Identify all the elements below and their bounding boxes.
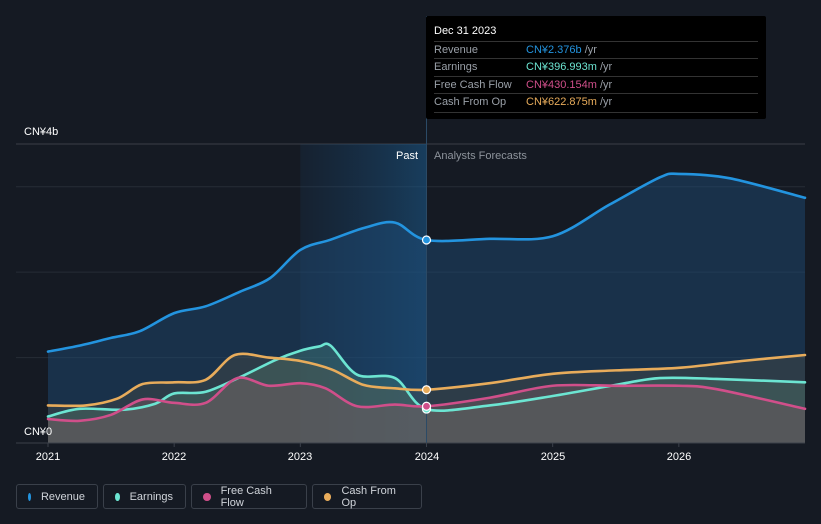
past-region-band (300, 144, 427, 443)
legend-label: Cash From Op (341, 484, 396, 509)
free-cash-flow-line (46, 376, 807, 423)
revenue-line (46, 172, 807, 353)
tooltip-label: Revenue (434, 44, 479, 56)
x-tick-label: 2026 (666, 451, 692, 463)
x-tick-label: 2022 (161, 451, 187, 463)
legend-item-free-cash-flow[interactable]: Free Cash Flow (191, 484, 307, 509)
tooltip-value: CN¥622.875m (526, 96, 597, 108)
tooltip-row-earnings: Earnings CN¥396.993m /yr (434, 58, 758, 76)
legend-label: Earnings (129, 490, 173, 503)
x-tick-label: 2023 (287, 451, 313, 463)
tooltip-row-free-cash-flow: Free Cash Flow CN¥430.154m /yr (434, 76, 758, 94)
x-tick-label: 2024 (414, 451, 440, 463)
cash-from-op-marker (421, 385, 432, 395)
tooltip-label: Cash From Op (434, 96, 507, 108)
earnings-area (48, 343, 805, 443)
legend: Revenue Earnings Free Cash Flow Cash Fro… (16, 484, 422, 509)
tooltip-unit: /yr (596, 61, 613, 73)
y-tick-label-zero: CN¥0 (24, 426, 53, 438)
tooltip-label: Earnings (434, 61, 478, 73)
x-tick-label: 2021 (35, 451, 61, 463)
tooltip-value: CN¥396.993m (526, 61, 597, 73)
tooltip-date: Dec 31 2023 (434, 25, 497, 37)
x-tick-label: 2025 (540, 451, 566, 463)
revenue-dot-icon (28, 492, 31, 501)
past-label: Past (395, 150, 418, 162)
legend-item-earnings[interactable]: Earnings (103, 484, 186, 509)
tooltip-unit: /yr (596, 79, 613, 91)
tooltip-divider (434, 112, 758, 113)
revenue-marker (421, 235, 432, 245)
tooltip-unit: /yr (581, 44, 597, 56)
free-cash-flow-marker (421, 401, 432, 411)
tooltip-value: CN¥2.376b (526, 44, 582, 56)
legend-item-cash-from-op[interactable]: Cash From Op (312, 484, 422, 509)
free-cash-flow-dot-icon (203, 492, 211, 501)
legend-item-revenue[interactable]: Revenue (16, 484, 98, 509)
tooltip: Dec 31 2023 Revenue CN¥2.376b /yr Earnin… (426, 16, 766, 119)
cash-from-op-line (46, 352, 807, 408)
tooltip-row-revenue: Revenue CN¥2.376b /yr (434, 41, 758, 59)
tooltip-label: Free Cash Flow (434, 79, 512, 91)
earnings-dot-icon (115, 492, 120, 501)
tooltip-unit: /yr (596, 96, 613, 108)
cash-from-op-dot-icon (324, 492, 332, 501)
y-tick-label-top: CN¥4b (24, 126, 59, 138)
legend-label: Revenue (40, 490, 85, 503)
tooltip-value: CN¥430.154m (526, 79, 597, 91)
legend-label: Free Cash Flow (220, 484, 272, 509)
forecast-label: Analysts Forecasts (434, 150, 527, 162)
tooltip-row-cash-from-op: Cash From Op CN¥622.875m /yr (434, 93, 758, 111)
